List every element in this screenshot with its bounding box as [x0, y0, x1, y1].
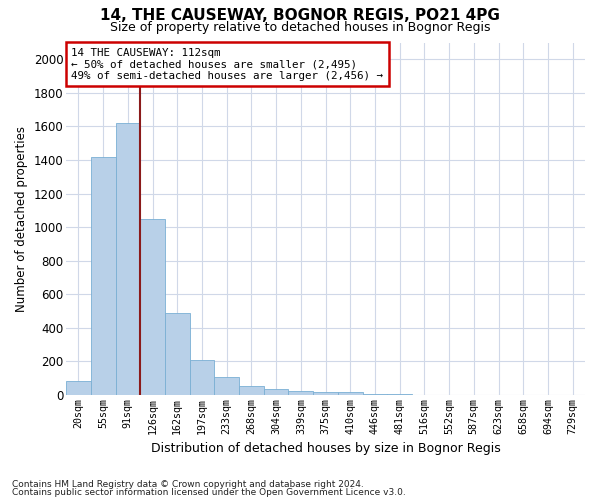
- Bar: [264, 389, 289, 395]
- Bar: [313, 392, 338, 395]
- Text: Contains public sector information licensed under the Open Government Licence v3: Contains public sector information licen…: [12, 488, 406, 497]
- Bar: [338, 392, 362, 395]
- Bar: [66, 382, 91, 395]
- Bar: [165, 312, 190, 395]
- Bar: [239, 386, 264, 395]
- Text: Contains HM Land Registry data © Crown copyright and database right 2024.: Contains HM Land Registry data © Crown c…: [12, 480, 364, 489]
- Text: Size of property relative to detached houses in Bognor Regis: Size of property relative to detached ho…: [110, 21, 490, 34]
- Bar: [190, 360, 214, 395]
- Bar: [116, 123, 140, 395]
- Bar: [289, 390, 313, 395]
- Bar: [91, 156, 116, 395]
- Bar: [388, 394, 412, 395]
- Bar: [362, 394, 388, 395]
- X-axis label: Distribution of detached houses by size in Bognor Regis: Distribution of detached houses by size …: [151, 442, 500, 455]
- Bar: [140, 218, 165, 395]
- Text: 14, THE CAUSEWAY, BOGNOR REGIS, PO21 4PG: 14, THE CAUSEWAY, BOGNOR REGIS, PO21 4PG: [100, 8, 500, 22]
- Bar: [214, 378, 239, 395]
- Text: 14 THE CAUSEWAY: 112sqm
← 50% of detached houses are smaller (2,495)
49% of semi: 14 THE CAUSEWAY: 112sqm ← 50% of detache…: [71, 48, 383, 81]
- Y-axis label: Number of detached properties: Number of detached properties: [15, 126, 28, 312]
